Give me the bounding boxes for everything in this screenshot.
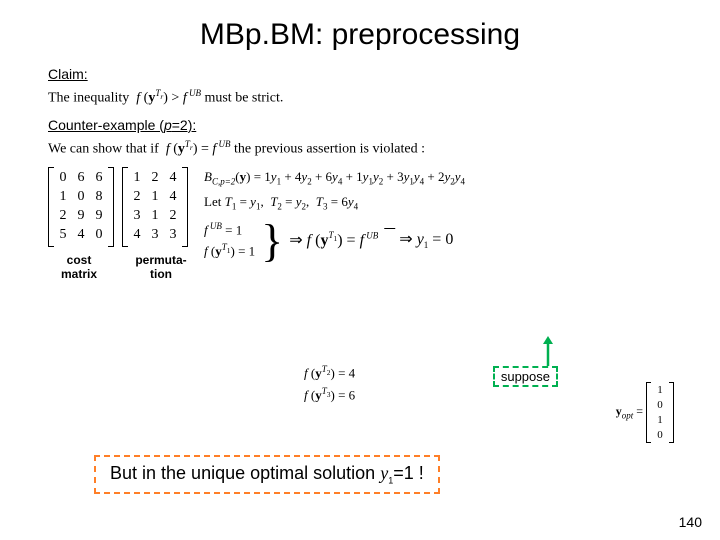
ft-row: f UB = 1 f (yT1) = 1 } ⇒ f (yT1) = f UB … [204, 218, 672, 264]
equations-block: BC,p=2(y) = 1y1 + 4y2 + 6y4 + 1y1y2 + 3y… [204, 167, 672, 263]
cost-matrix: 0125 6094 6890 [48, 167, 114, 247]
yopt-vector: yopt = 1010 [616, 382, 674, 443]
cost-label: costmatrix [48, 253, 110, 281]
page-number: 140 [679, 514, 702, 530]
counter-text: We can show that if f (yTr) = f UB the p… [48, 139, 672, 158]
lower-ft-block: f (yT2) = 4 f (yT3) = 6 [304, 362, 355, 407]
perm-matrix: 1234 2113 4423 [122, 167, 188, 247]
bc-line: BC,p=2(y) = 1y1 + 4y2 + 6y4 + 1y1y2 + 3y… [204, 167, 672, 189]
slide-title: MBp.BM: preprocessing [48, 18, 672, 52]
bottom-callout: But in the unique optimal solution y1=1 … [94, 455, 440, 494]
perm-label: permuta-tion [128, 253, 194, 281]
let-line: Let T1 = y1, T2 = y2, T3 = 6y4 [204, 192, 672, 214]
claim-text: The inequality f (yTr) > f UB must be st… [48, 88, 672, 107]
green-arrow-icon [540, 336, 556, 368]
matrices-block: 0125 6094 6890 1234 2113 4423 costmatrix… [48, 167, 194, 281]
suppose-box: suppose [493, 366, 558, 387]
counter-label: Counter-example (p=2): [48, 117, 672, 133]
claim-label: Claim: [48, 66, 672, 82]
